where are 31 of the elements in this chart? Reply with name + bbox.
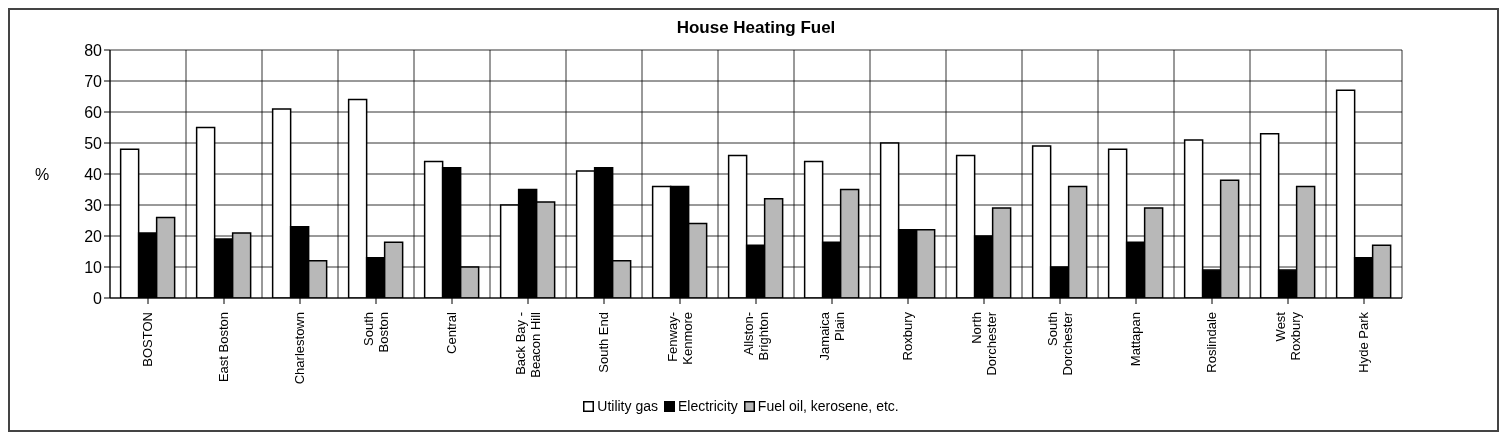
x-tick-label: Central: [444, 311, 459, 354]
x-tick-label: West Roxbury: [1272, 311, 1303, 361]
x-tick-label: Allston-Brighton: [740, 312, 771, 361]
x-tick-label: Roslindale: [1204, 312, 1219, 373]
y-tick-label: 60: [84, 103, 103, 121]
y-tick-label: 80: [84, 41, 103, 59]
y-tick-label: 0: [93, 289, 103, 307]
y-tick-label: 20: [84, 227, 103, 245]
chart-title: House Heating Fuel: [675, 18, 837, 38]
y-axis-title: %: [35, 165, 50, 183]
x-tick-label: East Boston: [216, 312, 231, 383]
x-tick-label: Charlestown: [292, 312, 307, 385]
y-tick-label: 40: [84, 165, 103, 183]
y-tick-label: 70: [84, 72, 103, 90]
x-tick-label: Mattapan: [1128, 312, 1143, 367]
x-tick-label: Hyde Park: [1356, 311, 1371, 373]
x-tick-label: South Dorchester: [1044, 311, 1075, 376]
y-tick-label: 30: [84, 196, 103, 214]
x-tick-label: South End: [596, 312, 611, 373]
legend-label: Electricity: [676, 398, 738, 414]
x-tick-label: Fenway-Kenmore: [664, 312, 695, 365]
x-tick-label: Jamaica Plain: [816, 311, 847, 361]
x-tick-label: Roxbury: [900, 311, 915, 361]
legend-label: Utility gas: [596, 398, 658, 414]
x-tick-label: BOSTON: [140, 312, 155, 367]
y-tick-label: 10: [84, 258, 103, 276]
x-tick-label: Back Bay - Beacon Hill: [512, 311, 543, 378]
x-tick-label: South Boston: [360, 312, 391, 353]
legend-label: Fuel oil, kerosene, etc.: [756, 398, 899, 414]
x-tick-label: North Dorchester: [968, 311, 999, 376]
y-tick-label: 50: [84, 134, 103, 152]
